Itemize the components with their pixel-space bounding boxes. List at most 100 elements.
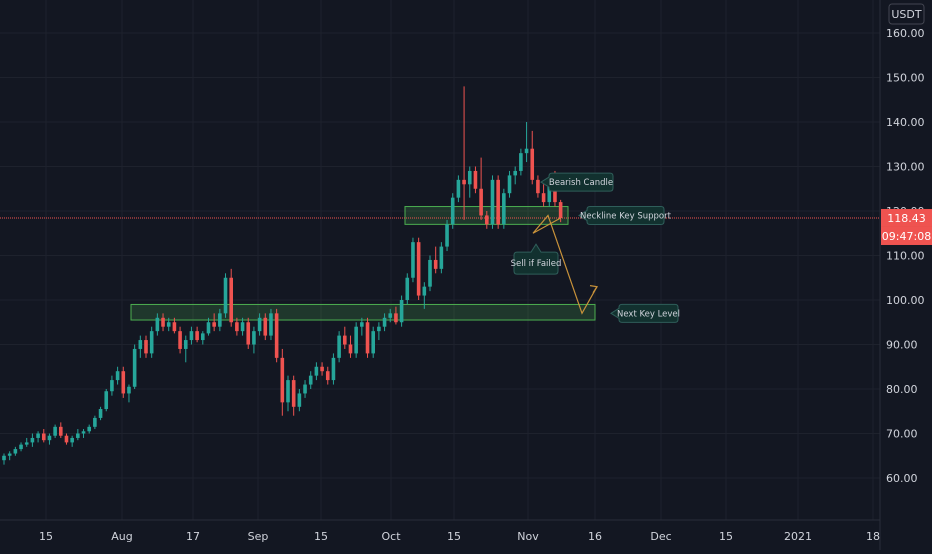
- currency-text: USDT: [891, 8, 922, 21]
- candle-body: [183, 340, 188, 349]
- candle-body: [490, 179, 495, 225]
- candle: [81, 429, 86, 438]
- candle-body: [59, 426, 63, 436]
- candle-body: [462, 179, 466, 185]
- candle-body: [87, 426, 91, 432]
- candle-body: [496, 179, 500, 225]
- annotation-label[interactable]: Neckline Key Support: [578, 205, 672, 225]
- annotation-label[interactable]: Bearish Candle: [540, 172, 614, 192]
- candle-body: [377, 326, 381, 332]
- candle-body: [263, 317, 268, 336]
- candle: [76, 429, 80, 441]
- candle: [536, 175, 540, 198]
- candle-body: [485, 215, 489, 225]
- candle-body: [201, 333, 205, 341]
- candle: [13, 446, 18, 456]
- candle-body: [541, 193, 546, 203]
- time-axis[interactable]: 15 Aug 17 Sep 15 Oct 15 Nov 16 Dec 15 2021 18: [39, 530, 880, 543]
- time-tick-label: 16: [588, 530, 602, 543]
- candle-body: [53, 426, 57, 436]
- candle: [223, 273, 228, 318]
- candle: [98, 406, 103, 421]
- candle-body: [178, 331, 182, 349]
- candle: [291, 375, 296, 416]
- candle-body: [218, 313, 222, 327]
- candle: [382, 313, 387, 332]
- time-tick-label: 2021: [784, 530, 812, 543]
- candle-body: [439, 246, 444, 269]
- candle: [212, 313, 216, 332]
- candle: [416, 237, 421, 300]
- candle: [530, 130, 535, 185]
- candle-body: [530, 148, 535, 180]
- candle: [428, 255, 432, 292]
- candle: [303, 380, 307, 398]
- candle: [456, 175, 461, 203]
- candle-body: [144, 340, 148, 354]
- candle: [201, 331, 205, 345]
- annotations: Bearish Candle Neckline Key Support Sell i…: [511, 172, 680, 323]
- candle-body: [433, 259, 438, 269]
- annotation-text: Neckline Key Support: [580, 211, 672, 221]
- price-tick-label: 60.00: [886, 472, 918, 485]
- time-tick-label: 15: [447, 530, 461, 543]
- candle-body: [274, 313, 279, 358]
- candle-body: [7, 453, 12, 456]
- candle: [149, 326, 154, 358]
- price-tick-label: 130.00: [886, 161, 925, 174]
- candle: [166, 317, 171, 332]
- candle-body: [354, 326, 358, 354]
- annotation-label[interactable]: Sell if Failed: [511, 243, 562, 275]
- candle: [70, 435, 74, 447]
- candle-body: [536, 179, 540, 194]
- candle: [513, 166, 517, 185]
- candle: [189, 326, 194, 345]
- candle-body: [513, 170, 517, 176]
- candle-body: [70, 437, 74, 443]
- candle: [411, 237, 415, 283]
- time-tick-label: 15: [314, 530, 328, 543]
- candle-body: [229, 277, 233, 323]
- candle-body: [519, 153, 523, 171]
- candle: [399, 295, 404, 327]
- annotation-bubble: [578, 205, 665, 225]
- time-tick-label: 15: [719, 530, 733, 543]
- candle: [286, 375, 290, 412]
- annotation-bubble: [513, 243, 559, 275]
- time-tick-label: Dec: [650, 530, 671, 543]
- candle: [314, 362, 319, 381]
- candle: [41, 429, 46, 443]
- candle: [64, 433, 69, 445]
- candle-body: [121, 371, 126, 394]
- grid: [0, 0, 880, 520]
- candle-body: [76, 433, 80, 438]
- candle-body: [47, 435, 52, 441]
- candle: [337, 331, 341, 363]
- candle-body: [297, 393, 302, 407]
- candle: [2, 453, 6, 465]
- candle-body: [13, 449, 18, 454]
- price-tick-label: 80.00: [886, 383, 918, 396]
- candle: [87, 424, 91, 434]
- candle: [229, 268, 233, 327]
- projection-line[interactable]: [532, 214, 598, 315]
- annotation-label[interactable]: Next Key Level: [610, 303, 680, 323]
- candle: [439, 242, 444, 274]
- candle-body: [2, 455, 6, 461]
- candle-body: [479, 188, 483, 216]
- candle-body: [24, 442, 29, 445]
- annotation-text: Next Key Level: [617, 309, 680, 319]
- candle-body: [235, 322, 239, 332]
- candle: [519, 148, 523, 176]
- annotation-text: Bearish Candle: [549, 178, 613, 188]
- candle: [496, 175, 500, 229]
- candle: [47, 433, 52, 445]
- price-axis[interactable]: 60.0070.0080.0090.00100.00110.00120.0013…: [886, 27, 925, 485]
- candle: [24, 437, 29, 447]
- candle-body: [365, 322, 370, 354]
- candle: [138, 335, 143, 358]
- candle: [155, 313, 160, 336]
- support-zone-rect[interactable]: [130, 303, 596, 321]
